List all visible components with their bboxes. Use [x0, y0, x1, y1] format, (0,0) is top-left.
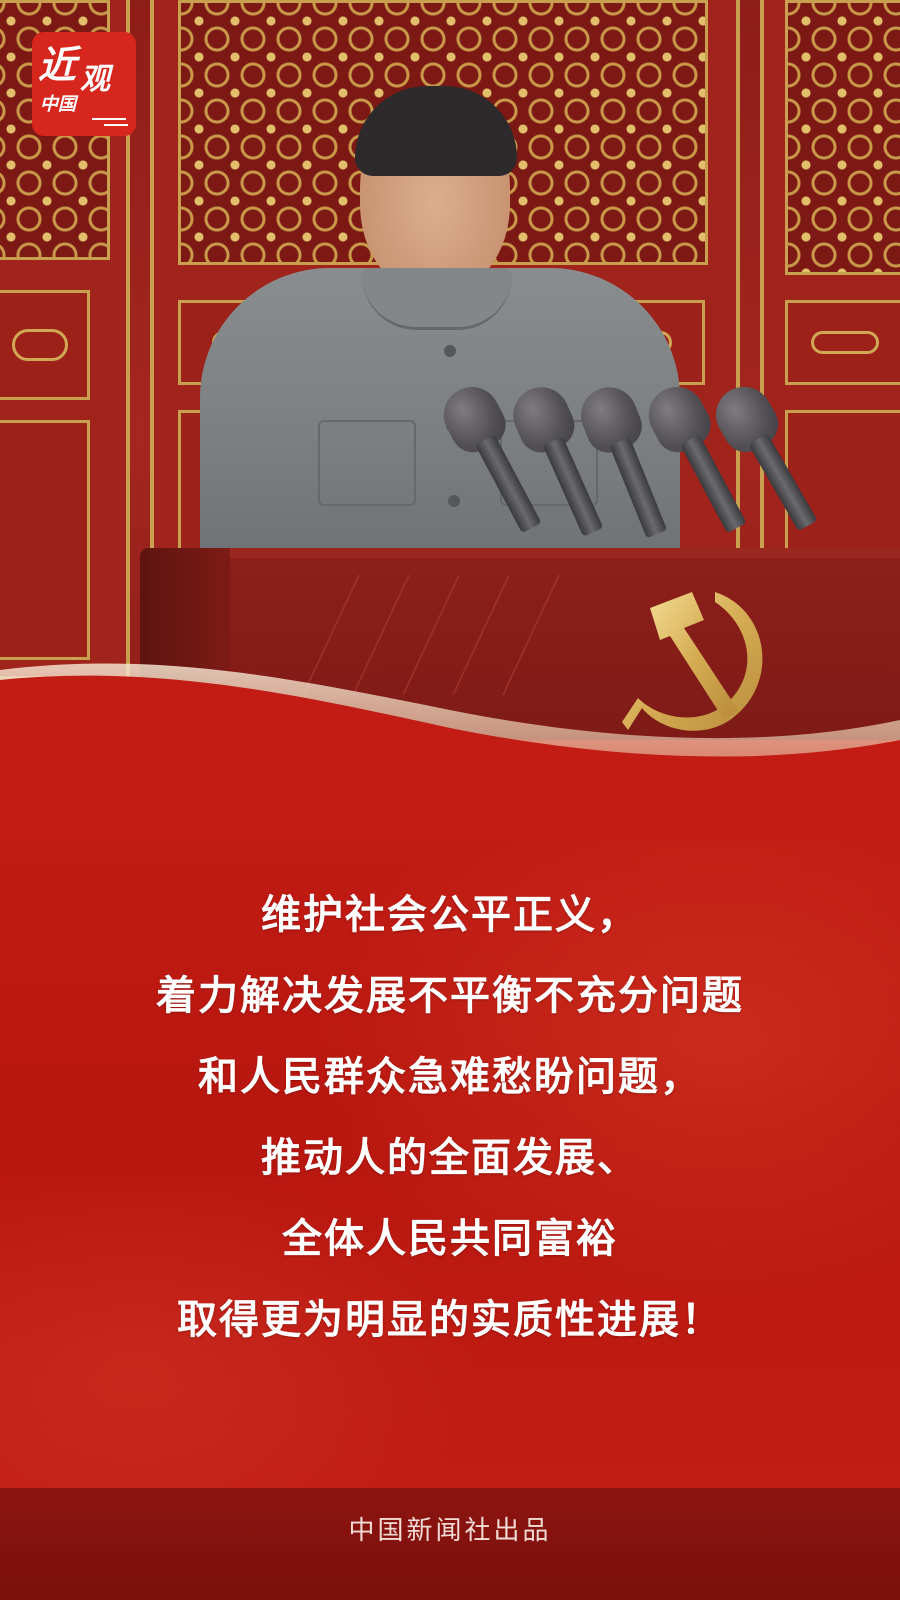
lattice-window-right [785, 0, 900, 275]
suit-collar [362, 268, 512, 330]
jinguan-logo: 近 观 中国 [32, 32, 136, 136]
suit-button [448, 495, 460, 507]
logo-subtitle: 中国 [40, 94, 76, 115]
quote-line: 取得更为明显的实质性进展！ [177, 1297, 723, 1343]
logo-char-2: 观 [80, 62, 110, 97]
door-carving-left [0, 290, 90, 400]
door-lower-left [0, 420, 90, 660]
quote-line: 全体人民共同富裕 [282, 1216, 618, 1262]
quote-background [0, 740, 900, 1488]
quote-line: 推动人的全面发展、 [261, 1135, 639, 1181]
quote-line: 和人民群众急难愁盼问题， [198, 1054, 702, 1100]
publisher-credit: 中国新闻社出品 [348, 1516, 552, 1546]
footer-bar [0, 1488, 900, 1600]
logo-stroke [92, 118, 126, 120]
hammer-sickle-emblem [622, 592, 763, 731]
door-carving-right [785, 300, 900, 385]
quote-line: 维护社会公平正义， [261, 892, 639, 938]
quote-block: 维护社会公平正义， 着力解决发展不平衡不充分问题 和人民群众急难愁盼问题， 推动… [0, 875, 900, 1361]
suit-button [444, 345, 456, 357]
flag-wave-divider [0, 663, 900, 840]
quote-line: 着力解决发展不平衡不充分问题 [156, 973, 744, 1019]
logo-char-1: 近 [38, 42, 77, 87]
suit-pocket-left [318, 420, 416, 506]
speaker-hair [355, 86, 517, 176]
logo-stroke [104, 124, 128, 126]
